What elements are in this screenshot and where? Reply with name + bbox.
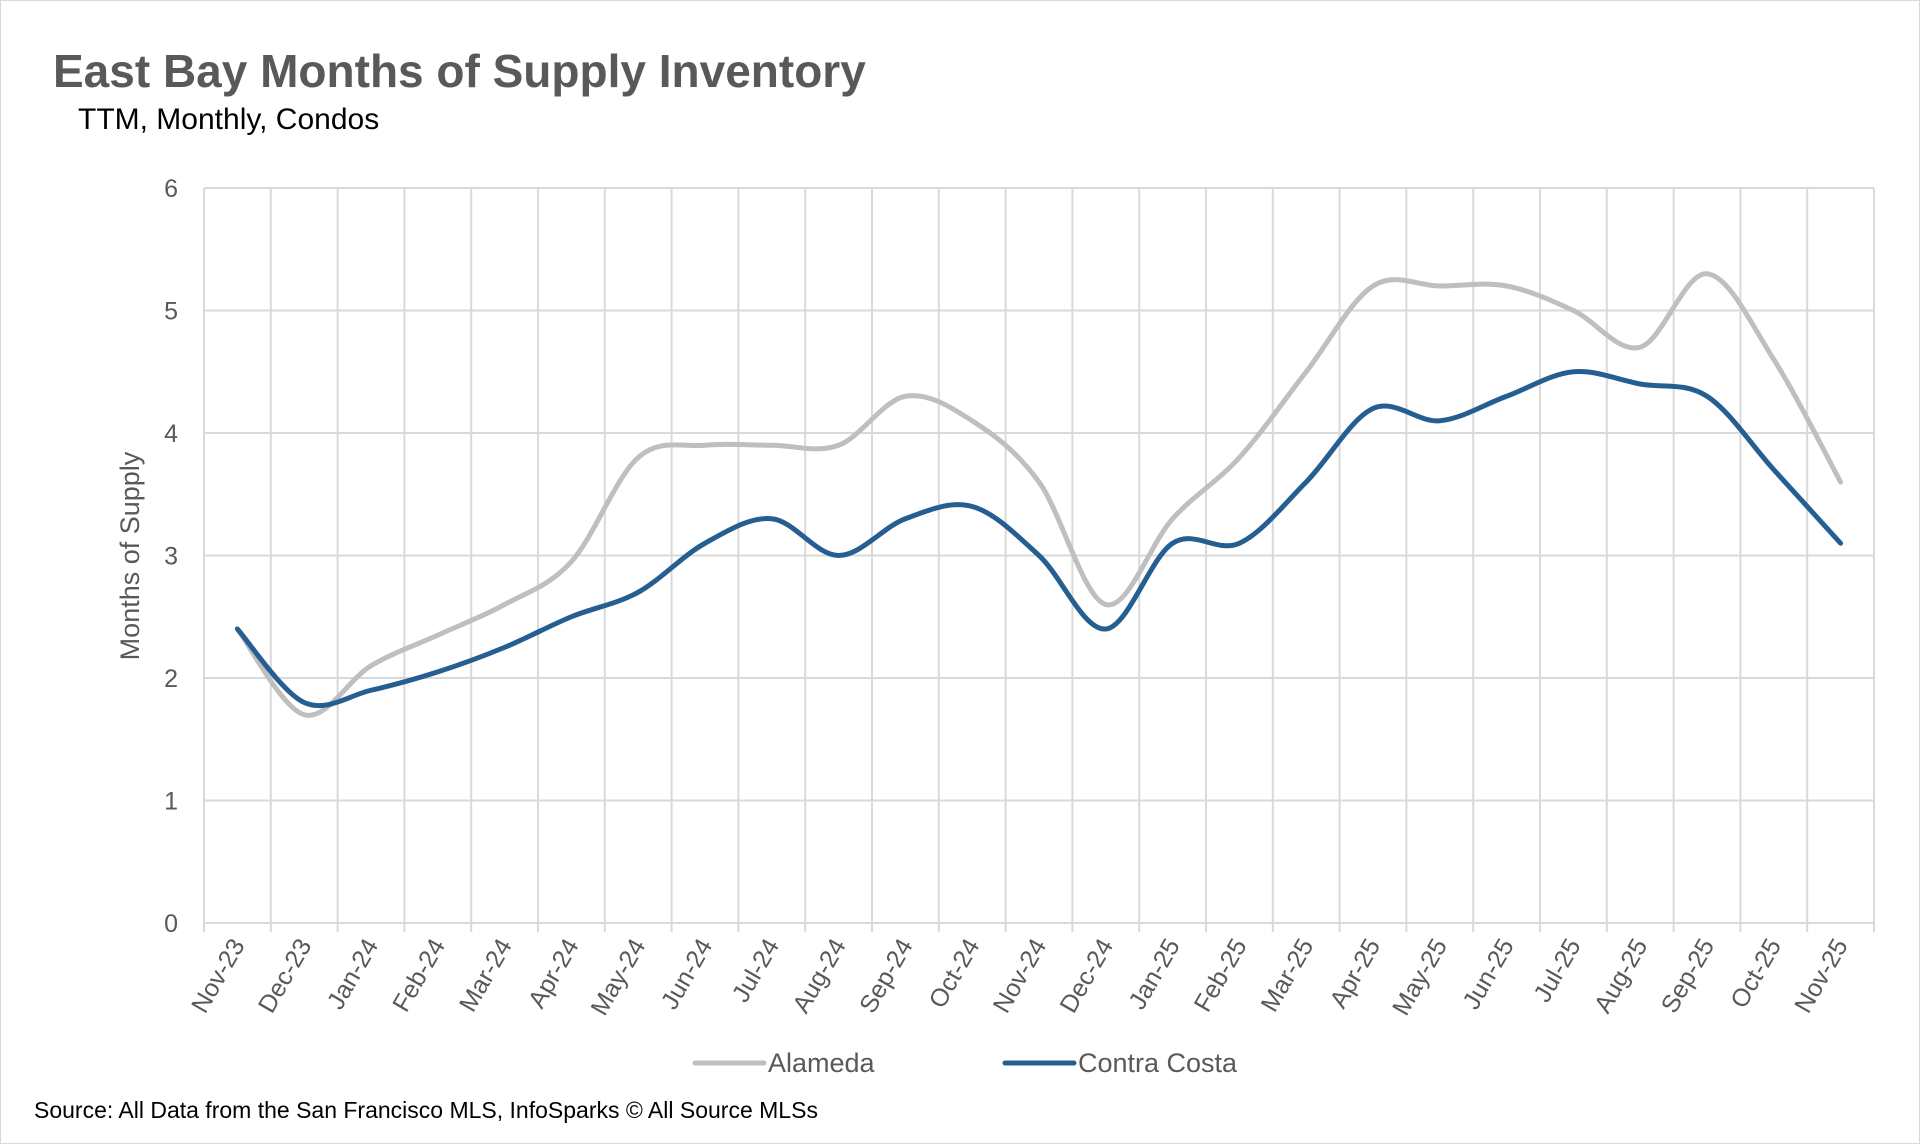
x-tick-label: Jun-24 — [656, 934, 719, 1014]
series-line-contra-costa — [234, 368, 1844, 709]
x-tick-label: Jul-24 — [727, 934, 785, 1007]
x-tick-label: Jan-24 — [322, 934, 385, 1014]
y-tick-label: 4 — [164, 420, 178, 448]
series-lines — [234, 271, 1844, 718]
x-tick-label: Aug-25 — [1589, 934, 1654, 1018]
x-tick-label: Sep-25 — [1656, 934, 1721, 1018]
x-tick-label: Apr-24 — [523, 934, 585, 1013]
y-tick-label: 2 — [164, 665, 178, 693]
y-tick-label: 0 — [164, 910, 178, 938]
x-tick-label: Jan-25 — [1123, 934, 1185, 1014]
y-axis-label: Months of Supply — [115, 451, 145, 660]
y-tick-label: 6 — [164, 175, 178, 203]
legend-label-alameda: Alameda — [768, 1048, 876, 1078]
series-line-alameda — [234, 271, 1844, 718]
x-tick-label: Nov-25 — [1789, 934, 1854, 1018]
x-tick-label: Dec-23 — [253, 934, 318, 1018]
x-tick-label: May-25 — [1387, 934, 1453, 1020]
gridlines — [203, 187, 1875, 932]
x-tick-label: Jul-25 — [1528, 934, 1586, 1007]
source-note: Source: All Data from the San Francisco … — [34, 1097, 818, 1123]
y-tick-label: 3 — [164, 543, 178, 571]
x-tick-label: Apr-25 — [1324, 934, 1386, 1013]
x-tick-label: Oct-24 — [924, 934, 986, 1013]
x-tick-label: Feb-25 — [1189, 934, 1253, 1017]
x-tick-label: Mar-25 — [1256, 934, 1320, 1017]
x-tick-label: Nov-23 — [186, 934, 251, 1018]
x-tick-label: Aug-24 — [787, 934, 852, 1018]
y-tick-label: 5 — [164, 298, 178, 326]
y-axis-ticks: 0 1 2 3 4 5 6 — [164, 175, 178, 938]
x-tick-label: Sep-24 — [854, 934, 919, 1018]
x-axis-ticks: Nov-23 Dec-23 Jan-24 Feb-24 Mar-24 Apr-24 May-… — [186, 934, 1854, 1020]
x-tick-label: Dec-24 — [1054, 934, 1119, 1018]
chart-subtitle: TTM, Monthly, Condos — [78, 103, 379, 136]
x-tick-label: May-24 — [585, 934, 651, 1020]
chart-title: East Bay Months of Supply Inventory — [53, 45, 866, 97]
x-tick-label: Oct-25 — [1725, 934, 1787, 1013]
y-tick-label: 1 — [164, 788, 178, 816]
legend: Alameda Contra Costa — [692, 1048, 1238, 1078]
x-tick-label: Jun-25 — [1457, 934, 1519, 1014]
legend-label-contra-costa: Contra Costa — [1078, 1048, 1238, 1078]
x-tick-label: Nov-24 — [988, 934, 1053, 1018]
x-tick-label: Feb-24 — [387, 934, 451, 1017]
x-tick-label: Mar-24 — [454, 934, 518, 1017]
